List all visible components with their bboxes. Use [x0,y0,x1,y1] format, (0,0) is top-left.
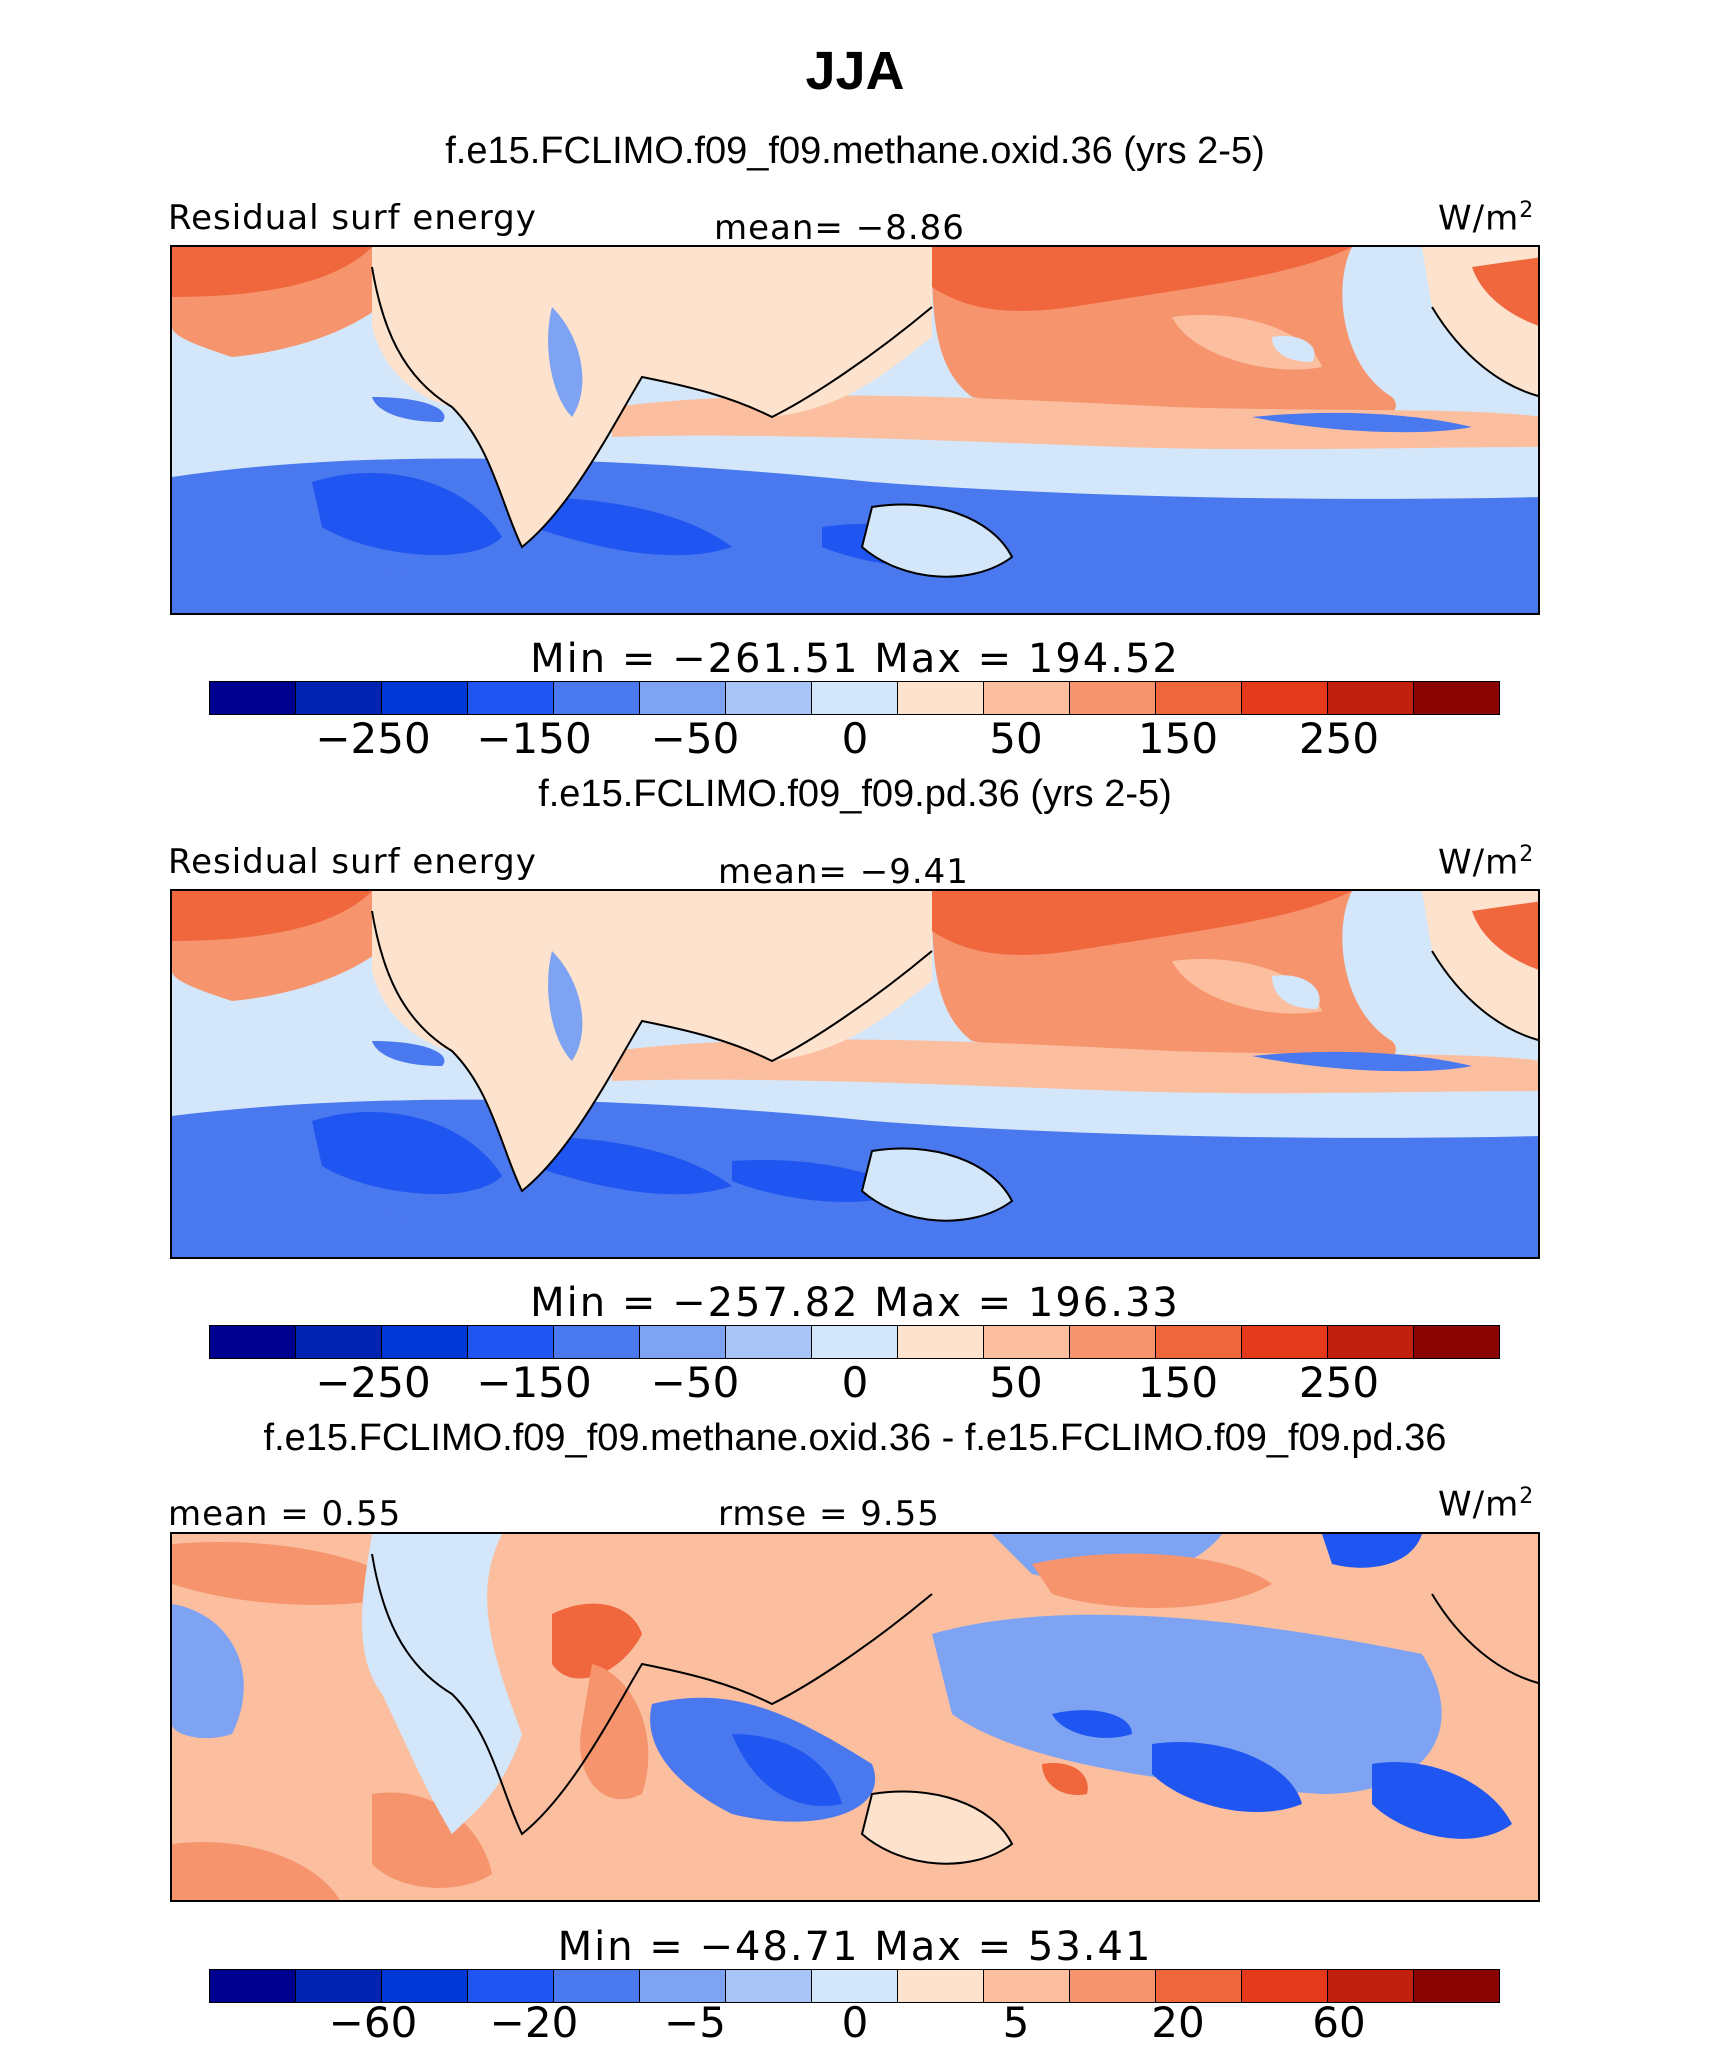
panel2-colorbar [209,1325,1500,1359]
colorbar-cell [210,682,296,714]
colorbar-cell [640,682,726,714]
panel1-units: W/m2 [1438,198,1535,239]
colorbar-cell [1070,1970,1156,2002]
colorbar-cell [468,1970,554,2002]
panel1-map [170,245,1540,615]
colorbar-cell [726,682,812,714]
colorbar-cell [554,682,640,714]
colorbar-cell [1328,1970,1414,2002]
colorbar-cell [898,682,984,714]
colorbar-cell [296,682,382,714]
colorbar-cell [1414,1970,1499,2002]
panel3-tick: 60 [1312,1998,1366,2047]
panel1-tick: −250 [315,714,431,763]
colorbar-cell [726,1970,812,2002]
panel3-tick: −20 [489,1998,579,2047]
panel3-units: W/m2 [1438,1484,1535,1525]
panel1-tick: −150 [476,714,592,763]
panel1-colorbar [209,681,1500,715]
colorbar-cell [1414,682,1499,714]
panel2-tick: −150 [476,1358,592,1407]
colorbar-cell [1242,682,1328,714]
colorbar-cell [898,1970,984,2002]
panel3-map [170,1532,1540,1902]
panel1-minmax: Min = −261.51 Max = 194.52 [530,636,1180,682]
panel2-map-field [172,891,1538,1257]
panel3-case-title: f.e15.FCLIMO.f09_f09.methane.oxid.36 - f… [263,1417,1447,1459]
colorbar-cell [210,1970,296,2002]
colorbar-cell [554,1970,640,2002]
panel1-tick: 150 [1137,714,1219,763]
panel2-tick: −50 [650,1358,740,1407]
colorbar-cell [1328,1326,1414,1358]
colorbar-cell [468,682,554,714]
colorbar-cell [984,682,1070,714]
colorbar-cell [726,1326,812,1358]
panel3-mean-label: mean = 0.55 [168,1494,402,1534]
colorbar-cell [984,1970,1070,2002]
panel2-tick: 50 [989,1358,1043,1407]
colorbar-cell [1156,1970,1242,2002]
panel2-tick: −250 [315,1358,431,1407]
colorbar-cell [1156,682,1242,714]
colorbar-cell [1414,1326,1499,1358]
colorbar-cell [898,1326,984,1358]
panel1-mean-label: mean= −8.86 [714,208,965,248]
panel1-tick: −50 [650,714,740,763]
panel2-case-title: f.e15.FCLIMO.f09_f09.pd.36 (yrs 2-5) [538,773,1172,815]
panel2-map [170,889,1540,1259]
panel3-colorbar [209,1969,1500,2003]
colorbar-cell [1328,682,1414,714]
colorbar-cell [382,1970,468,2002]
panel3-tick: −60 [328,1998,418,2047]
colorbar-cell [210,1326,296,1358]
colorbar-cell [1242,1326,1328,1358]
colorbar-cell [812,682,898,714]
colorbar-cell [984,1326,1070,1358]
panel3-tick: −5 [664,1998,726,2047]
panel2-left-label: Residual surf energy [168,842,537,882]
panel1-tick: 50 [989,714,1043,763]
panel2-tick: 0 [841,1358,869,1407]
colorbar-cell [1156,1326,1242,1358]
panel2-mean-label: mean= −9.41 [718,852,969,892]
colorbar-cell [554,1326,640,1358]
colorbar-cell [640,1970,726,2002]
colorbar-cell [640,1326,726,1358]
panel2-tick: 150 [1137,1358,1219,1407]
colorbar-cell [468,1326,554,1358]
panel3-minmax: Min = −48.71 Max = 53.41 [557,1924,1153,1970]
colorbar-cell [296,1326,382,1358]
panel1-tick: 0 [841,714,869,763]
panel2-units: W/m2 [1438,842,1535,883]
panel1-case-title: f.e15.FCLIMO.f09_f09.methane.oxid.36 (yr… [445,130,1265,172]
panel3-rmse-label: rmse = 9.55 [718,1494,940,1534]
colorbar-cell [1070,682,1156,714]
colorbar-cell [1070,1326,1156,1358]
colorbar-cell [812,1326,898,1358]
colorbar-cell [296,1970,382,2002]
colorbar-cell [1242,1970,1328,2002]
colorbar-cell [812,1970,898,2002]
panel3-tick: 5 [1002,1998,1030,2047]
panel3-tick: 0 [841,1998,869,2047]
panel2-tick: 250 [1298,1358,1380,1407]
panel1-tick: 250 [1298,714,1380,763]
panel1-left-label: Residual surf energy [168,198,537,238]
colorbar-cell [382,1326,468,1358]
figure-title: JJA [805,41,905,101]
panel1-map-field [172,247,1538,613]
panel3-map-field [172,1534,1538,1900]
panel3-tick: 20 [1151,1998,1205,2047]
colorbar-cell [382,682,468,714]
panel2-minmax: Min = −257.82 Max = 196.33 [530,1280,1180,1326]
